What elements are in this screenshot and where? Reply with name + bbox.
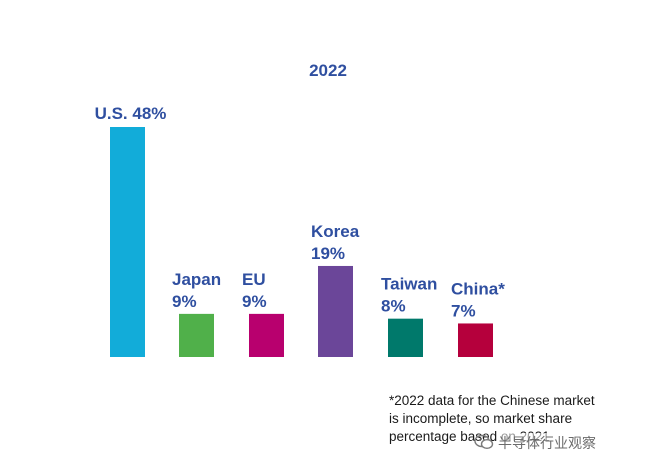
- wechat-icon: [474, 434, 494, 450]
- value-label-japan: 9%: [172, 292, 197, 311]
- footnote-line-2: is incomplete, so market share: [389, 411, 573, 426]
- bar-japan: [179, 313, 214, 357]
- bars-group: [110, 127, 493, 357]
- category-label-taiwan: Taiwan: [381, 275, 437, 294]
- footnote-line-1: *2022 data for the Chinese market: [389, 393, 595, 408]
- chart-title: 2022: [309, 61, 347, 80]
- bar-korea: [318, 265, 353, 357]
- bar-china: [458, 323, 493, 357]
- category-label-eu: EU: [242, 270, 266, 289]
- value-label-eu: 9%: [242, 292, 267, 311]
- bar-taiwan: [388, 318, 423, 357]
- category-label-japan: Japan: [172, 270, 221, 289]
- value-label-korea: 19%: [311, 244, 345, 263]
- bar-eu: [249, 313, 284, 357]
- bar-u-s: [110, 127, 145, 357]
- value-label-taiwan: 8%: [381, 297, 406, 316]
- value-label-china: 7%: [451, 301, 476, 320]
- category-label-china: China*: [451, 279, 505, 298]
- labels-group: U.S. 48% Japan 9% EU 9% Korea 19% Taiwan 8% China…: [95, 104, 506, 320]
- category-label-korea: Korea: [311, 222, 360, 241]
- watermark-text: 半导体行业观察: [498, 433, 596, 453]
- label-u-s: U.S. 48%: [95, 104, 167, 123]
